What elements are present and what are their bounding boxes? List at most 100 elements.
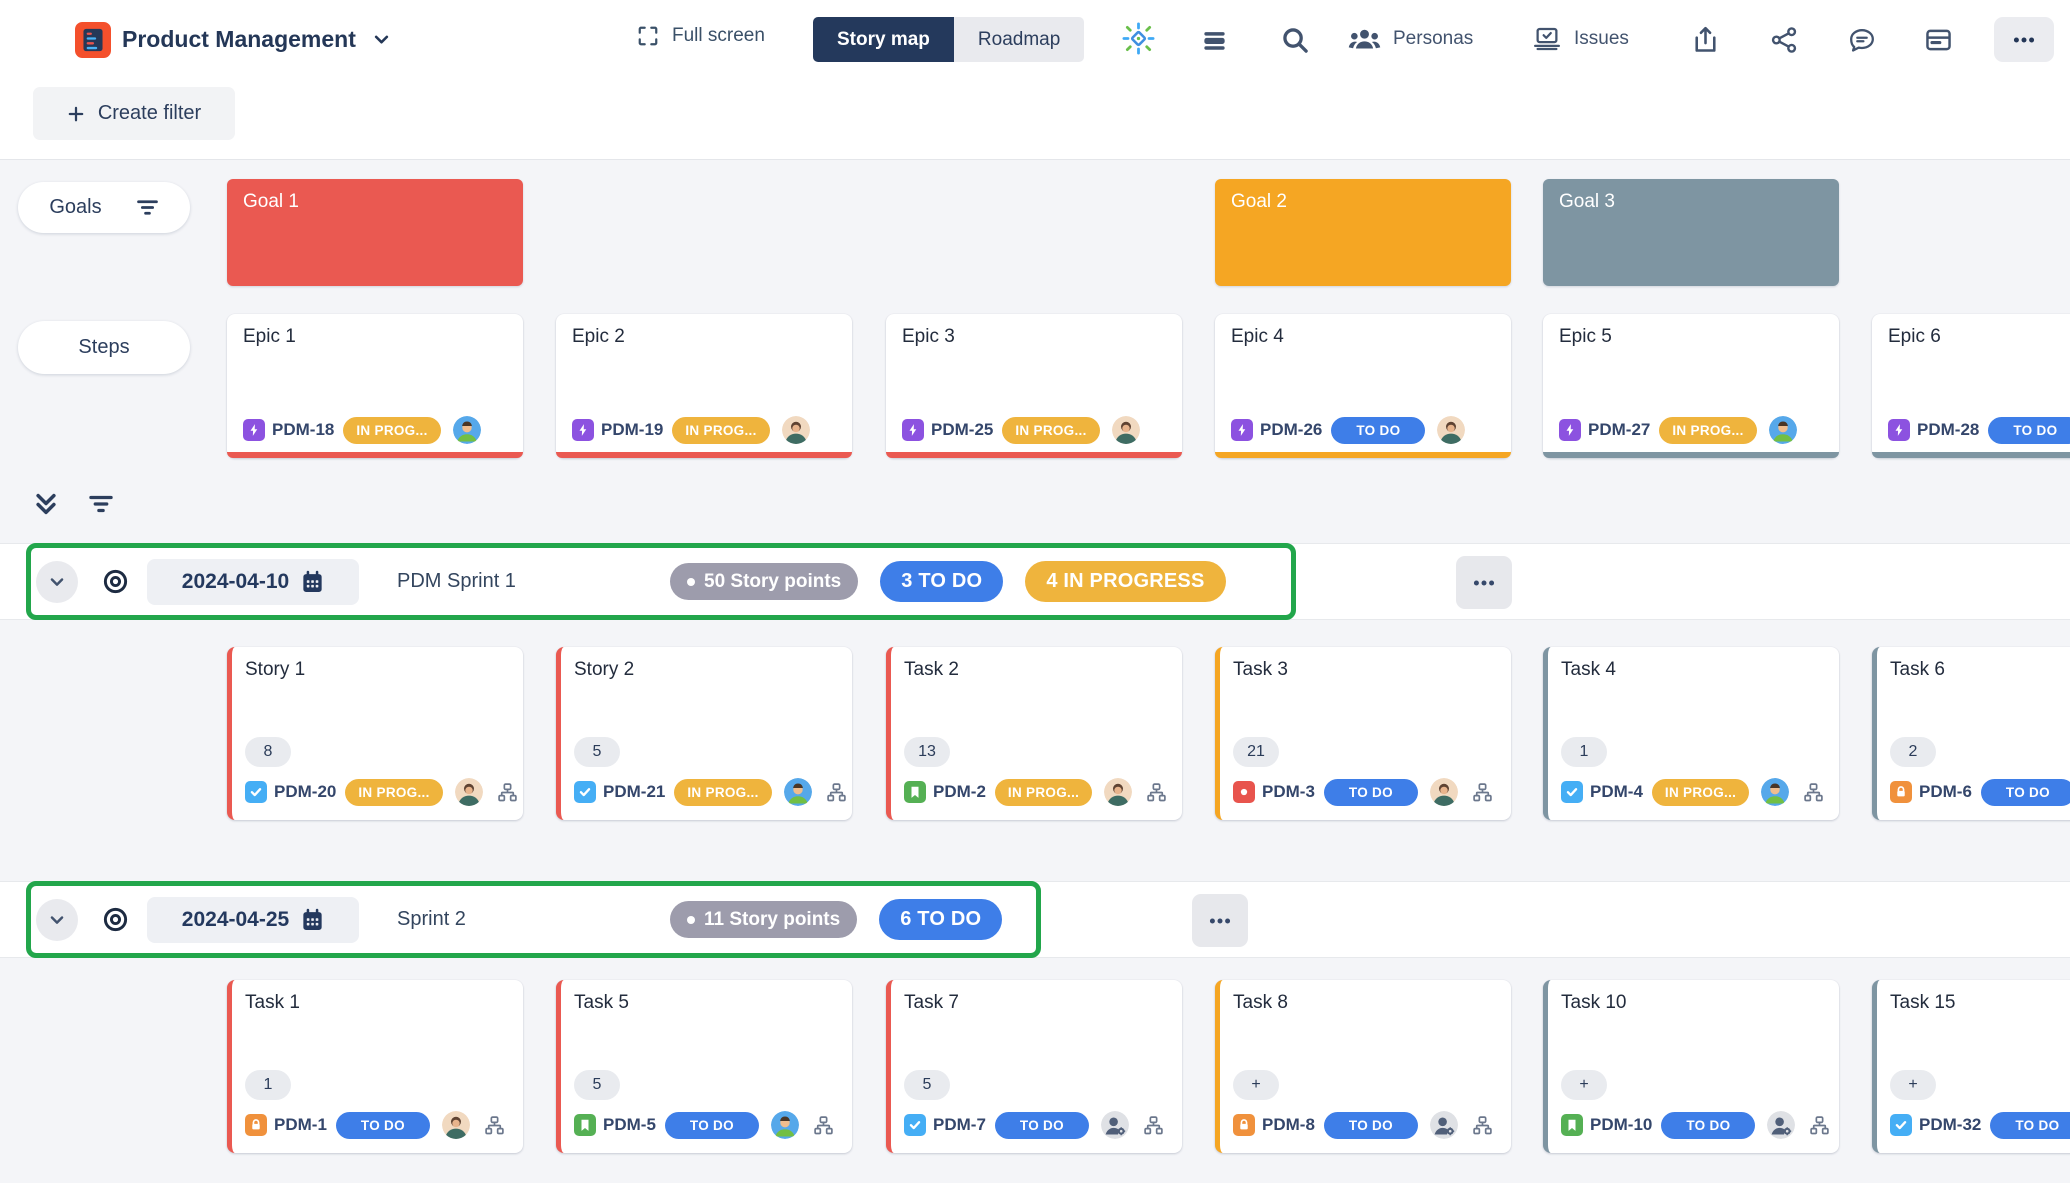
assignee-avatar[interactable] <box>441 1111 470 1139</box>
estimate-badge[interactable]: 5 <box>574 737 620 767</box>
card-status-badge: TO DO <box>1990 1111 2070 1139</box>
assignee-avatar[interactable] <box>1111 416 1140 444</box>
epic-card[interactable]: Epic 4 PDM-26 TO DO <box>1215 314 1511 458</box>
card-key: PDM-7 <box>933 1115 986 1134</box>
estimate-badge[interactable]: 1 <box>245 1070 291 1100</box>
assignee-avatar[interactable] <box>1104 778 1133 806</box>
full-screen-button[interactable]: Full screen <box>637 25 765 47</box>
hierarchy-icon[interactable] <box>1472 782 1493 803</box>
goals-lane-pill[interactable]: Goals <box>18 182 190 233</box>
hierarchy-icon[interactable] <box>1472 1115 1493 1136</box>
board-rows-icon[interactable] <box>1200 26 1229 55</box>
personas-button[interactable]: Personas <box>1348 26 1473 52</box>
issue-card[interactable]: Task 10 + PDM-10 TO DO <box>1543 980 1839 1153</box>
issue-card[interactable]: Story 2 5 PDM-21 IN PROG... <box>556 647 852 820</box>
card-key: PDM-8 <box>1262 1115 1315 1134</box>
goal-title: Goal 2 <box>1231 191 1287 212</box>
epic-card[interactable]: Epic 5 PDM-27 IN PROG... <box>1543 314 1839 458</box>
epic-card[interactable]: Epic 2 PDM-19 IN PROG... <box>556 314 852 458</box>
assignee-avatar[interactable] <box>452 416 481 444</box>
epic-card[interactable]: Epic 1 PDM-18 IN PROG... <box>227 314 523 458</box>
card-status-badge: TO DO <box>1980 778 2070 806</box>
issue-card[interactable]: Task 3 21 PDM-3 TO DO <box>1215 647 1511 820</box>
sprint-more-button[interactable] <box>1456 556 1512 609</box>
card-title: Story 1 <box>245 659 306 680</box>
estimate-badge[interactable]: 5 <box>904 1070 950 1100</box>
issue-card[interactable]: Task 15 + PDM-32 TO DO <box>1872 980 2070 1153</box>
estimate-badge[interactable]: + <box>1233 1070 1279 1100</box>
sprint-icon[interactable] <box>1122 22 1155 55</box>
create-filter-button[interactable]: Create filter <box>33 87 235 140</box>
sprint-name[interactable]: PDM Sprint 1 <box>397 570 516 592</box>
hierarchy-icon[interactable] <box>826 782 847 803</box>
estimate-badge[interactable]: 5 <box>574 1070 620 1100</box>
assignee-avatar[interactable] <box>1761 778 1790 806</box>
assignee-avatar[interactable] <box>783 778 812 806</box>
assignee-avatar[interactable] <box>454 778 483 806</box>
project-switcher[interactable]: Product Management <box>122 26 391 53</box>
estimate-badge[interactable]: 8 <box>245 737 291 767</box>
sprint-date-field[interactable]: 2024-04-10 <box>147 558 359 605</box>
check-icon <box>908 1118 922 1132</box>
full-screen-label: Full screen <box>672 25 765 46</box>
sprint-name[interactable]: Sprint 2 <box>397 908 466 930</box>
assignee-avatar[interactable] <box>1429 1111 1458 1139</box>
estimate-badge[interactable]: 1 <box>1561 737 1607 767</box>
share-icon[interactable] <box>1770 26 1798 54</box>
epic-status-bar <box>886 452 1182 458</box>
hierarchy-icon[interactable] <box>484 1115 505 1136</box>
sprint-more-button[interactable] <box>1192 894 1248 947</box>
bookmark-icon <box>908 785 922 799</box>
sprint-collapse-button[interactable] <box>36 560 78 603</box>
estimate-badge[interactable]: + <box>1561 1070 1607 1100</box>
issue-card[interactable]: Task 1 1 PDM-1 TO DO <box>227 980 523 1153</box>
hierarchy-icon[interactable] <box>1146 782 1167 803</box>
epic-card[interactable]: Epic 6 PDM-28 TO DO <box>1872 314 2070 458</box>
goal-card[interactable]: Goal 3 <box>1543 179 1839 286</box>
issue-card[interactable]: Story 1 8 PDM-20 IN PROG... <box>227 647 523 820</box>
tab-roadmap[interactable]: Roadmap <box>953 17 1085 62</box>
assignee-avatar[interactable] <box>1437 416 1466 444</box>
goal-card[interactable]: Goal 1 <box>227 179 523 286</box>
epic-status-bar <box>1215 452 1511 458</box>
issue-card[interactable]: Task 6 2 PDM-6 TO DO <box>1872 647 2070 820</box>
issue-card[interactable]: Task 8 + PDM-8 TO DO <box>1215 980 1511 1153</box>
board-filter-button[interactable] <box>88 492 114 516</box>
sprint-collapse-button[interactable] <box>36 898 78 941</box>
comment-icon[interactable] <box>1848 26 1876 54</box>
goal-card[interactable]: Goal 2 <box>1215 179 1511 286</box>
issue-card[interactable]: Task 2 13 PDM-2 IN PROG... <box>886 647 1182 820</box>
window-icon[interactable] <box>1924 27 1953 53</box>
hierarchy-icon[interactable] <box>1143 1115 1164 1136</box>
estimate-badge[interactable]: + <box>1890 1070 1936 1100</box>
assignee-avatar[interactable] <box>1767 1111 1796 1139</box>
hierarchy-icon[interactable] <box>497 782 518 803</box>
hierarchy-icon[interactable] <box>1809 1115 1830 1136</box>
steps-lane-pill[interactable]: Steps <box>18 321 190 374</box>
assignee-avatar[interactable] <box>1100 1111 1129 1139</box>
collapse-all-button[interactable] <box>32 490 60 518</box>
hierarchy-icon[interactable] <box>1803 782 1824 803</box>
issues-button[interactable]: Issues <box>1532 26 1629 52</box>
export-icon[interactable] <box>1692 24 1719 54</box>
issue-card[interactable]: Task 7 5 PDM-7 TO DO <box>886 980 1182 1153</box>
estimate-badge[interactable]: 13 <box>904 737 950 767</box>
card-status-badge: TO DO <box>1661 1111 1756 1139</box>
header-more-button[interactable] <box>1994 17 2054 62</box>
estimate-badge[interactable]: 21 <box>1233 737 1279 767</box>
assignee-avatar[interactable] <box>1429 778 1458 806</box>
tab-story-map[interactable]: Story map <box>813 17 954 62</box>
epic-card[interactable]: Epic 3 PDM-25 IN PROG... <box>886 314 1182 458</box>
assignee-avatar[interactable] <box>770 1111 799 1139</box>
card-meta-row: PDM-28 TO DO <box>1888 415 2070 445</box>
assignee-avatar[interactable] <box>781 416 810 444</box>
issue-card[interactable]: Task 5 5 PDM-5 TO DO <box>556 980 852 1153</box>
estimate-badge[interactable]: 2 <box>1890 737 1936 767</box>
issue-card[interactable]: Task 4 1 PDM-4 IN PROG... <box>1543 647 1839 820</box>
search-icon[interactable] <box>1280 25 1309 54</box>
sprint-date-field[interactable]: 2024-04-25 <box>147 896 359 943</box>
hierarchy-icon[interactable] <box>813 1115 834 1136</box>
assignee-avatar[interactable] <box>1768 416 1797 444</box>
goal-title: Goal 3 <box>1559 191 1615 212</box>
